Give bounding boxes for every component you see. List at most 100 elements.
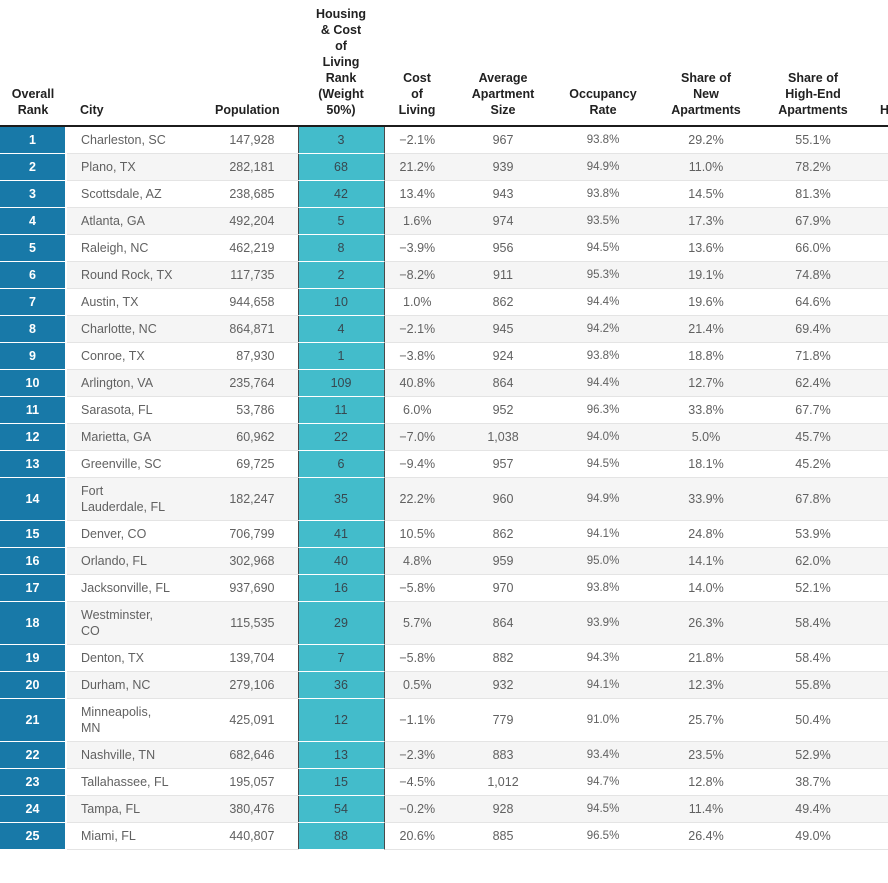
cell-share-new-apartments: 33.9% [650,477,762,521]
cell-overall-rank: 8 [0,315,67,343]
cell-housing-cost-rank: 41 [297,520,385,548]
cell-share-high-end-apartments: 67.9% [762,207,864,235]
cell-cost-of-living: 4.8% [384,547,450,575]
cell-clipped [864,768,888,796]
cell-cost-of-living: 1.0% [384,288,450,316]
cell-clipped [864,396,888,424]
cell-overall-rank: 15 [0,520,67,548]
table-row: 2 Plano, TX 282,181 68 21.2% 939 94.9% 1… [0,153,888,181]
cell-avg-apartment-size: 943 [450,180,556,208]
cell-clipped [864,261,888,289]
cell-city: Tallahassee, FL [66,768,215,796]
cell-occupancy-rate: 94.9% [556,477,650,521]
cell-avg-apartment-size: 945 [450,315,556,343]
cell-occupancy-rate: 93.8% [556,126,650,154]
cell-share-new-apartments: 33.8% [650,396,762,424]
col-header-overall-rank: Overall Rank [0,0,66,127]
cell-avg-apartment-size: 883 [450,741,556,769]
cell-occupancy-rate: 94.1% [556,671,650,699]
table-row: 19 Denton, TX 139,704 7 −5.8% 882 94.3% … [0,644,888,672]
cell-population: 864,871 [215,315,298,343]
cell-share-high-end-apartments: 53.9% [762,520,864,548]
cell-housing-cost-rank: 22 [297,423,385,451]
cell-share-high-end-apartments: 74.8% [762,261,864,289]
cell-cost-of-living: −0.2% [384,795,450,823]
cell-share-new-apartments: 29.2% [650,126,762,154]
cell-occupancy-rate: 93.4% [556,741,650,769]
cell-avg-apartment-size: 911 [450,261,556,289]
cell-share-new-apartments: 21.4% [650,315,762,343]
cell-avg-apartment-size: 974 [450,207,556,235]
cell-avg-apartment-size: 952 [450,396,556,424]
cell-cost-of-living: 0.5% [384,671,450,699]
table-row: 5 Raleigh, NC 462,219 8 −3.9% 956 94.5% … [0,234,888,262]
cell-clipped [864,477,888,521]
cell-overall-rank: 24 [0,795,67,823]
table-row: 18 Westminster, CO 115,535 29 5.7% 864 9… [0,601,888,645]
cell-housing-cost-rank: 3 [297,126,385,154]
cell-occupancy-rate: 94.2% [556,315,650,343]
cell-avg-apartment-size: 864 [450,369,556,397]
cell-housing-cost-rank: 1 [297,342,385,370]
cell-housing-cost-rank: 4 [297,315,385,343]
city-ranking-table: Overall Rank City Population Housing & C… [0,0,888,850]
cell-avg-apartment-size: 1,012 [450,768,556,796]
cell-occupancy-rate: 94.4% [556,288,650,316]
cell-housing-cost-rank: 35 [297,477,385,521]
cell-city: Denton, TX [66,644,215,672]
cell-clipped [864,369,888,397]
cell-share-high-end-apartments: 52.9% [762,741,864,769]
cell-overall-rank: 17 [0,574,67,602]
cell-clipped [864,126,888,154]
cell-share-new-apartments: 11.0% [650,153,762,181]
cell-occupancy-rate: 94.0% [556,423,650,451]
cell-clipped [864,423,888,451]
cell-occupancy-rate: 94.1% [556,520,650,548]
cell-population: 279,106 [215,671,298,699]
cell-housing-cost-rank: 88 [297,822,385,850]
cell-housing-cost-rank: 10 [297,288,385,316]
cell-housing-cost-rank: 42 [297,180,385,208]
cell-share-new-apartments: 26.3% [650,601,762,645]
cell-city: Charleston, SC [66,126,215,154]
cell-share-new-apartments: 18.1% [650,450,762,478]
cell-clipped [864,520,888,548]
cell-clipped [864,547,888,575]
cell-cost-of-living: 6.0% [384,396,450,424]
cell-population: 682,646 [215,741,298,769]
cell-cost-of-living: −2.1% [384,315,450,343]
cell-city: Arlington, VA [66,369,215,397]
cell-city: Westminster, CO [66,601,215,645]
cell-city: Minneapolis, MN [66,698,215,742]
cell-share-new-apartments: 12.7% [650,369,762,397]
cell-cost-of-living: 20.6% [384,822,450,850]
cell-avg-apartment-size: 960 [450,477,556,521]
cell-occupancy-rate: 96.3% [556,396,650,424]
cell-share-high-end-apartments: 45.2% [762,450,864,478]
cell-occupancy-rate: 95.0% [556,547,650,575]
cell-avg-apartment-size: 882 [450,644,556,672]
cell-clipped [864,342,888,370]
cell-population: 706,799 [215,520,298,548]
cell-city: Atlanta, GA [66,207,215,235]
col-header-clipped: H [864,0,888,127]
cell-city: Austin, TX [66,288,215,316]
cell-cost-of-living: −5.8% [384,644,450,672]
cell-housing-cost-rank: 11 [297,396,385,424]
cell-city: Denver, CO [66,520,215,548]
table-row: 11 Sarasota, FL 53,786 11 6.0% 952 96.3%… [0,396,888,424]
cell-occupancy-rate: 94.7% [556,768,650,796]
table-row: 25 Miami, FL 440,807 88 20.6% 885 96.5% … [0,822,888,850]
cell-avg-apartment-size: 970 [450,574,556,602]
cell-cost-of-living: −8.2% [384,261,450,289]
cell-share-high-end-apartments: 66.0% [762,234,864,262]
cell-population: 302,968 [215,547,298,575]
cell-share-new-apartments: 14.1% [650,547,762,575]
cell-cost-of-living: 22.2% [384,477,450,521]
cell-city: Greenville, SC [66,450,215,478]
cell-overall-rank: 6 [0,261,67,289]
cell-occupancy-rate: 94.4% [556,369,650,397]
cell-share-new-apartments: 14.0% [650,574,762,602]
cell-avg-apartment-size: 864 [450,601,556,645]
table-row: 16 Orlando, FL 302,968 40 4.8% 959 95.0%… [0,547,888,575]
